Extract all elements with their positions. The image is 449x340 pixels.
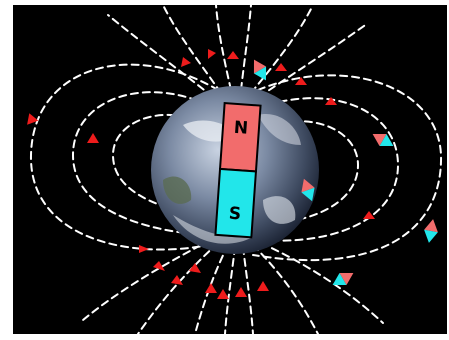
compass-needle-icon	[372, 133, 394, 147]
field-line-top-1	[215, 5, 232, 91]
arrow-icon	[363, 211, 375, 219]
field-line-left-outer	[29, 63, 219, 251]
south-pole-label: S	[228, 204, 242, 225]
field-line-bottom-2	[224, 246, 236, 334]
field-line-right-middle	[262, 97, 400, 242]
arrow-icon	[87, 133, 99, 143]
north-pole-label: N	[233, 118, 249, 139]
arrow-icon	[205, 283, 217, 293]
compass-needle-icon	[332, 272, 354, 286]
field-line-top-3	[162, 5, 222, 94]
field-line-bottom-4	[137, 242, 219, 334]
arrow-icon	[235, 287, 247, 297]
field-line-right-outer	[252, 74, 443, 262]
arrow-icon	[217, 289, 229, 299]
field-line-bottom-5	[252, 244, 319, 334]
arrow-icon	[257, 281, 269, 291]
arrow-icon	[139, 245, 149, 253]
arrow-icon	[295, 77, 307, 85]
compass-needle-icon	[253, 59, 267, 81]
arrow-icon	[189, 263, 201, 273]
diagram-canvas: N S	[27, 5, 443, 334]
field-line-top-4	[250, 5, 314, 94]
field-line-left-middle	[71, 91, 209, 236]
field-line-right-inner	[274, 120, 360, 224]
bar-magnet: N S	[214, 102, 262, 239]
arrow-icon	[325, 97, 337, 105]
arrow-icon	[171, 275, 183, 285]
arrow-icon	[275, 63, 287, 71]
compass-needles	[253, 59, 438, 286]
field-line-top-6	[258, 22, 369, 98]
field-direction-arrows	[27, 49, 375, 299]
compass-needle-icon	[301, 178, 315, 202]
magnetic-field-diagram: N S	[13, 5, 447, 334]
field-line-top-2	[240, 5, 252, 91]
arrow-icon	[208, 49, 216, 59]
arrow-icon	[227, 51, 239, 59]
magnet-south-pole	[214, 167, 258, 239]
field-line-left-inner	[111, 113, 199, 216]
compass-needle-icon	[424, 219, 438, 243]
arrow-icon	[181, 57, 191, 67]
field-line-bottom-3	[242, 246, 254, 334]
field-line-top-5	[107, 14, 214, 98]
field-line-bottom-7	[260, 242, 384, 324]
arrow-icon	[27, 113, 39, 125]
field-line-bottom-6	[82, 239, 212, 321]
arrow-icon	[153, 261, 165, 271]
